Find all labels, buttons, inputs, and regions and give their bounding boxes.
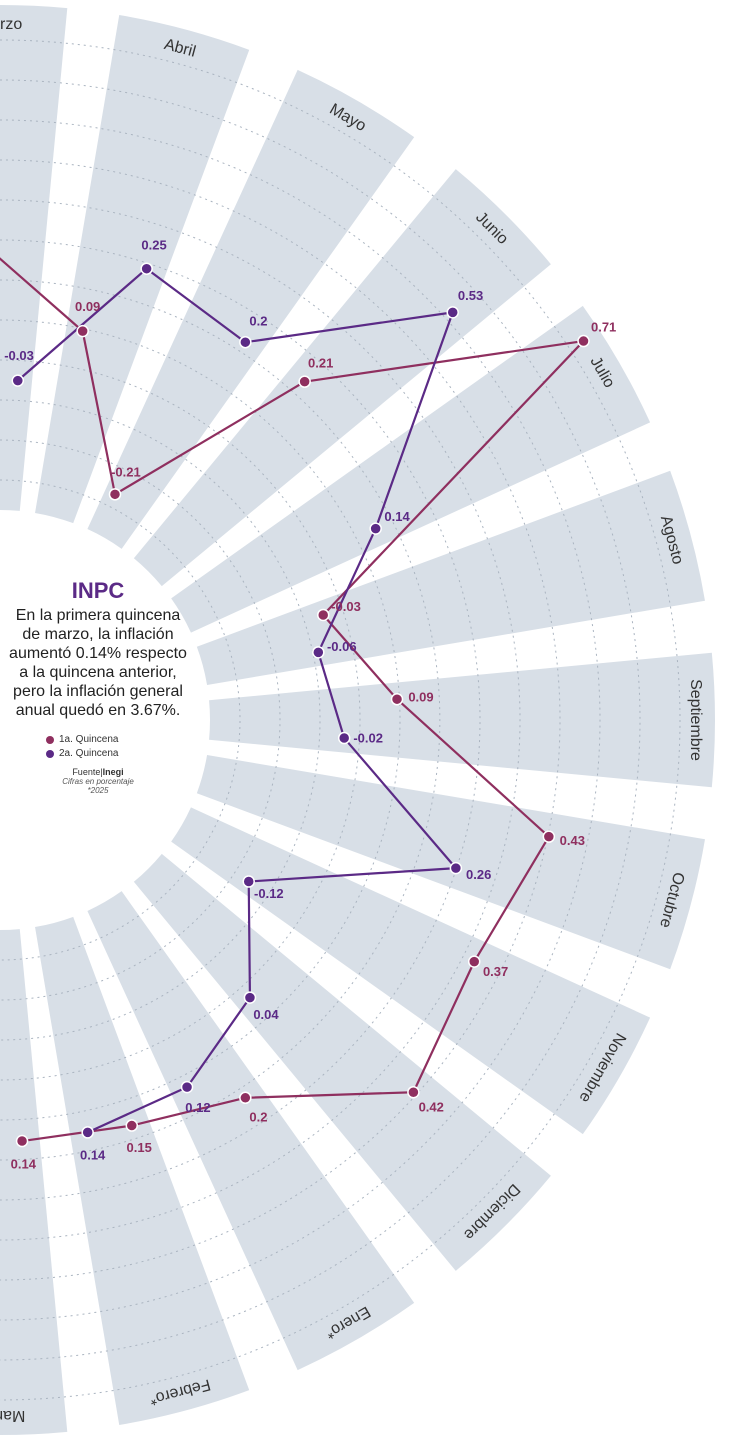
band-5: [196, 470, 705, 685]
label-s1-10: 0.12: [185, 1100, 210, 1115]
label-s1-9: 0.04: [253, 1007, 279, 1022]
source-name: Inegi: [102, 767, 124, 777]
line-series-1: [17, 267, 457, 1134]
band-3: [133, 169, 551, 587]
band-8: [171, 807, 651, 1135]
legend-item-first: 1a. Quincena: [46, 734, 196, 745]
band-11: [35, 916, 250, 1425]
label-s1-4: 0.14: [384, 509, 410, 524]
label-s1-0: -0.03: [4, 348, 34, 363]
data-points: [11, 262, 590, 1148]
label-s1-3: 0.53: [458, 288, 483, 303]
month-label-12: Marzo*: [0, 1407, 25, 1424]
point-s0-1: [76, 324, 89, 338]
point-s0-9: [407, 1085, 420, 1099]
band-2: [87, 69, 415, 549]
point-s0-2: [108, 488, 122, 501]
year-note: *2025: [87, 786, 109, 795]
grid-arc-11: [0, 39, 681, 1401]
grid-arc-2: [0, 399, 321, 1041]
point-s0-7: [542, 830, 556, 843]
label-s0-8: 0.37: [483, 964, 508, 979]
point-s0-11: [125, 1119, 139, 1132]
grid-arc-1: [0, 439, 281, 1001]
label-s0-1: 0.09: [75, 299, 100, 314]
source-label: Fuente|: [72, 767, 103, 777]
legend-dot-first: [46, 735, 54, 744]
month-bands: [0, 5, 716, 1435]
point-s0-6: [390, 692, 404, 706]
label-s1-11: 0.14: [80, 1147, 106, 1162]
source: Fuente|Inegi: [0, 767, 196, 777]
info-panel: INPC En la primera quincena de marzo, la…: [0, 578, 196, 795]
unit-note: Cifras en porcentaje: [62, 777, 134, 786]
point-s1-8: [242, 875, 255, 888]
point-s1-1: [140, 262, 153, 275]
label-s0-3: 0.21: [308, 355, 333, 370]
point-s1-4: [369, 522, 382, 535]
point-s1-7: [449, 861, 463, 875]
grid-arc-4: [0, 319, 401, 1121]
month-label-6: Septiembre: [687, 679, 704, 761]
point-s0-12: [15, 1134, 29, 1148]
grid-arc-5: [0, 279, 441, 1161]
label-s0-12: 0.14: [11, 1156, 37, 1171]
legend-item-second: 2a. Quincena: [46, 748, 196, 759]
label-s1-6: -0.02: [353, 731, 383, 746]
label-s1-2: 0.2: [249, 314, 267, 329]
point-s1-10: [180, 1080, 194, 1094]
point-s1-3: [446, 306, 459, 319]
grid-arc-3: [0, 359, 361, 1081]
point-s0-5: [316, 608, 330, 622]
point-s1-9: [243, 991, 257, 1004]
band-12: [0, 929, 68, 1435]
label-s0-4: 0.71: [591, 319, 616, 334]
panel-description: En la primera quincena de marzo, la infl…: [9, 607, 187, 719]
label-s1-1: 0.25: [141, 237, 166, 252]
band-6: [209, 652, 716, 788]
band-10: [87, 891, 415, 1371]
legend-label-first: 1a. Quincena: [59, 734, 119, 745]
band-4: [171, 305, 651, 633]
grid-arc-0: [0, 479, 241, 961]
legend-label-second: 2a. Quincena: [59, 748, 119, 759]
point-s1-5: [312, 646, 325, 659]
label-s0-7: 0.43: [560, 833, 585, 848]
point-s1-6: [337, 731, 351, 745]
grid-arc-7: [0, 199, 521, 1241]
point-s1-11: [81, 1126, 94, 1139]
point-s0-3: [298, 375, 311, 388]
label-s1-7: 0.26: [466, 867, 491, 882]
point-s0-10: [239, 1091, 252, 1105]
grid-arcs: [0, 39, 681, 1401]
label-s1-5: -0.06: [327, 639, 357, 654]
label-s0-5: -0.03: [331, 599, 361, 614]
label-s0-9: 0.42: [419, 1100, 444, 1115]
label-s0-6: 0.09: [408, 689, 433, 704]
month-label-0: Marzo: [0, 16, 22, 33]
point-s0-8: [467, 955, 481, 968]
grid-arc-9: [0, 119, 601, 1321]
label-s0-11: 0.15: [127, 1140, 152, 1155]
label-s1-8: -0.12: [254, 886, 284, 901]
band-9: [133, 853, 551, 1271]
point-s1-0: [11, 374, 25, 387]
label-s0-10: 0.2: [249, 1109, 267, 1124]
legend-dot-second: [46, 749, 54, 758]
value-labels: 0.270.09-0.210.210.71-0.030.090.430.370.…: [4, 237, 616, 1171]
panel-title: INPC: [71, 578, 125, 603]
legend: 1a. Quincena 2a. Quincena: [46, 734, 196, 759]
point-s0-4: [577, 334, 590, 348]
label-s0-2: -0.21: [111, 464, 141, 479]
point-s1-2: [239, 335, 252, 349]
